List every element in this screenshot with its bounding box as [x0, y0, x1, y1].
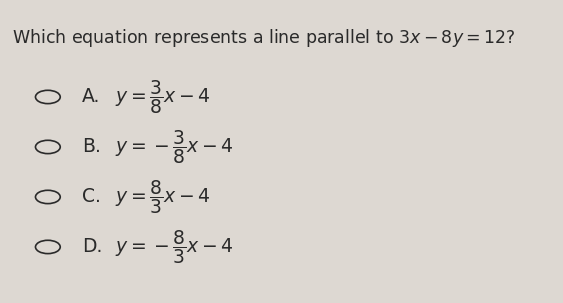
- Text: A.: A.: [82, 88, 100, 106]
- Text: $y = \dfrac{8}{3}x - 4$: $y = \dfrac{8}{3}x - 4$: [115, 178, 211, 216]
- Text: $y = \dfrac{3}{8}x - 4$: $y = \dfrac{3}{8}x - 4$: [115, 78, 211, 116]
- Text: Which equation represents a line parallel to $3x - 8y = 12$?: Which equation represents a line paralle…: [12, 27, 516, 49]
- Text: C.: C.: [82, 188, 101, 206]
- Text: B.: B.: [82, 138, 101, 156]
- Text: D.: D.: [82, 238, 102, 256]
- Text: $y = -\dfrac{8}{3}x - 4$: $y = -\dfrac{8}{3}x - 4$: [115, 228, 234, 266]
- Text: $y = -\dfrac{3}{8}x - 4$: $y = -\dfrac{3}{8}x - 4$: [115, 128, 234, 166]
